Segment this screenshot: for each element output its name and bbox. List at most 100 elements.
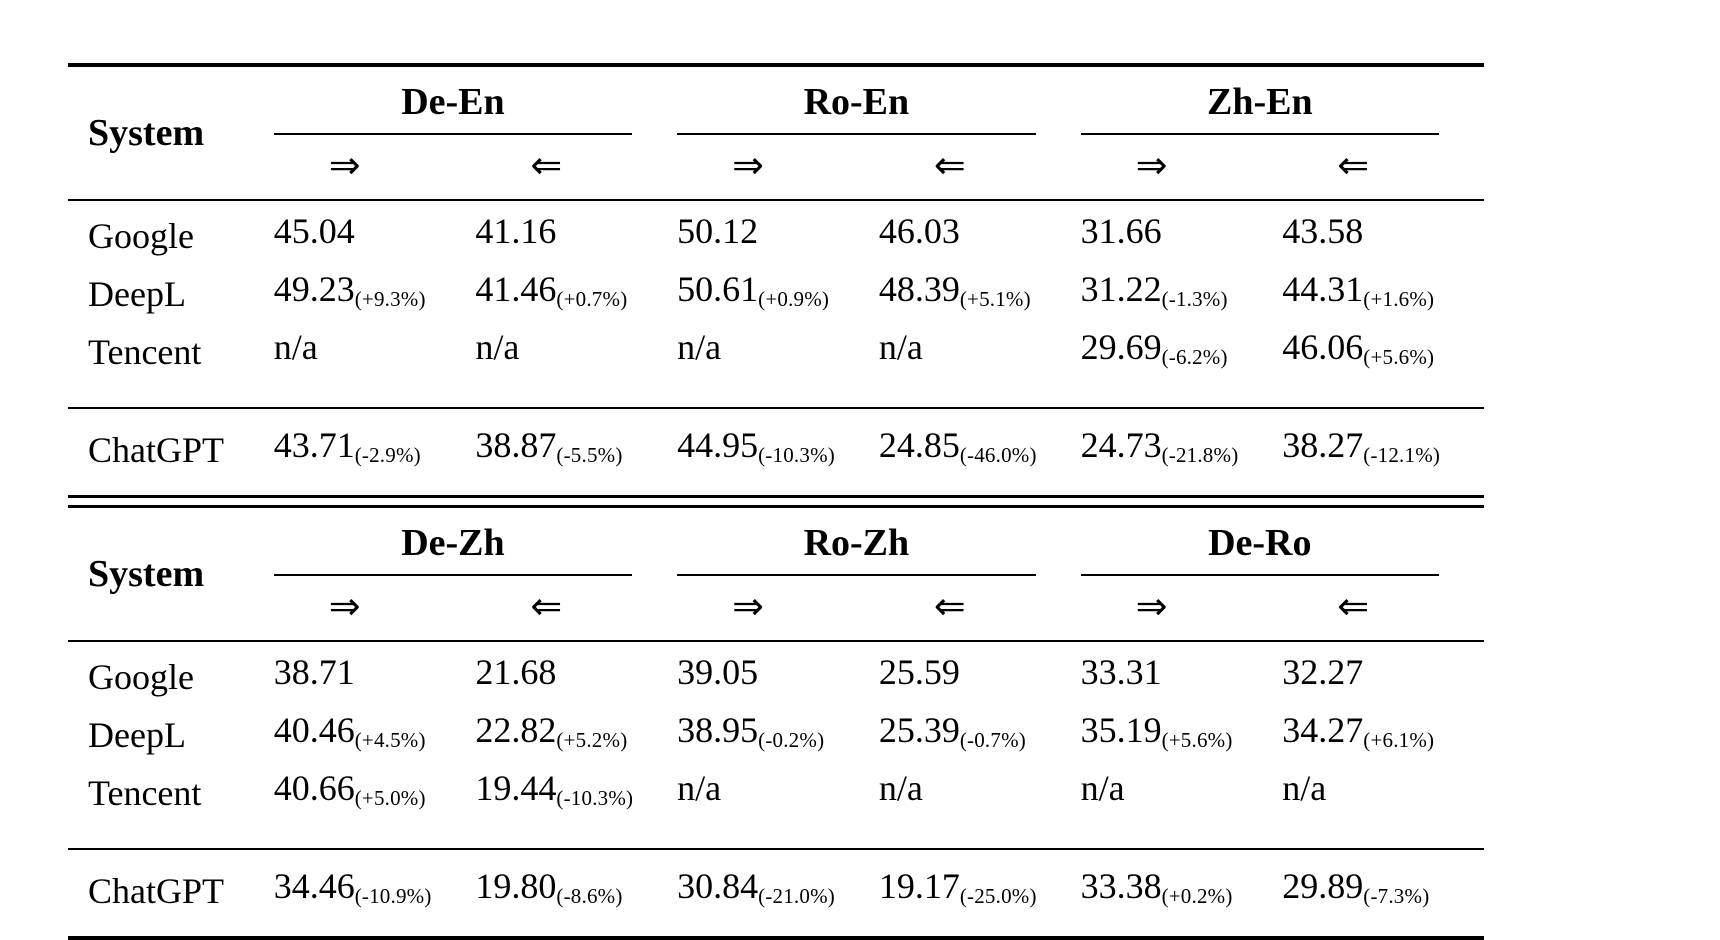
score-value: n/a (677, 768, 722, 808)
score-cell: 31.66 (1081, 200, 1283, 265)
score-cell: 39.05 (677, 641, 879, 706)
score-value: 43.58 (1282, 211, 1364, 251)
score-cell: 38.27(-12.1%) (1282, 407, 1484, 495)
score-delta: (+0.9%) (758, 287, 830, 311)
group-label: De-En (401, 81, 505, 123)
score-cell: 31.22(-1.3%) (1081, 265, 1283, 323)
score-value: 21.68 (475, 652, 557, 692)
direction-cell: ⇐ (475, 576, 678, 642)
score-value: 35.19 (1080, 710, 1162, 750)
system-name: Tencent (88, 332, 202, 372)
score-cell: 32.27 (1282, 641, 1484, 706)
system-name: ChatGPT (68, 407, 274, 495)
group-label: Ro-En (803, 81, 910, 123)
score-delta: (+5.0%) (354, 786, 426, 810)
score-value: 19.44 (475, 768, 557, 808)
score-delta: (-10.3%) (556, 786, 634, 810)
group-header-row: System De-En Ro-En (68, 67, 1484, 201)
score-delta: (-21.0%) (758, 884, 835, 908)
score-delta: (+5.6%) (1161, 728, 1233, 752)
score-value: 33.31 (1080, 652, 1162, 692)
score-value: n/a (475, 327, 520, 367)
table-row-deepl: DeepL 49.23(+9.3%) 41.46(+0.7%) 50.61(+0… (68, 265, 1484, 323)
score-value: n/a (1282, 768, 1327, 808)
score-cell: 29.89(-7.3%) (1282, 848, 1484, 936)
score-value: 25.39 (878, 710, 960, 750)
system-name: DeepL (88, 715, 186, 755)
direction-cell: ⇐ (878, 576, 1081, 642)
results-table-bottom: System De-Zh Ro-Zh (68, 508, 1484, 936)
backward-arrow-icon: ⇐ (1337, 143, 1370, 187)
score-delta: (-46.0%) (959, 443, 1037, 467)
table-row-chatgpt: ChatGPT 34.46(-10.9%) 19.80(-8.6%) 30.84… (68, 848, 1484, 936)
system-header-label: System (88, 112, 205, 154)
direction-cell: ⇒ (273, 576, 476, 642)
direction-cell: ⇐ (1282, 135, 1484, 201)
score-value: 50.12 (677, 211, 759, 251)
score-delta: (-25.0%) (959, 884, 1037, 908)
group-label: Ro-Zh (803, 522, 910, 564)
group-header-zh-en: Zh-En (1080, 67, 1484, 135)
score-value: 29.89 (1282, 866, 1364, 906)
table-row-deepl: DeepL 40.46(+4.5%) 22.82(+5.2%) 38.95(-0… (68, 706, 1484, 764)
direction-header-row: ⇒ ⇐ ⇒ ⇐ ⇒ ⇐ (68, 135, 1484, 201)
score-value: 43.71 (273, 425, 355, 465)
group-label: De-Zh (401, 522, 505, 564)
results-table-top: System De-En Ro-En (68, 67, 1484, 495)
score-cell: 44.95(-10.3%) (677, 407, 879, 495)
score-cell: 25.39(-0.7%) (879, 706, 1081, 764)
score-delta: (-8.6%) (556, 884, 623, 908)
direction-cell: ⇐ (878, 135, 1081, 201)
score-delta: (+6.1%) (1363, 728, 1435, 752)
score-delta: (+5.6%) (1363, 345, 1435, 369)
score-value: 30.84 (677, 866, 759, 906)
forward-arrow-icon: ⇒ (328, 143, 361, 187)
score-cell: 45.04 (274, 200, 476, 265)
group-underline: Zh-En (1080, 81, 1439, 135)
score-delta: (-5.5%) (556, 443, 623, 467)
results-tables-stack: System De-En Ro-En (68, 63, 1484, 940)
score-value: 38.27 (1282, 425, 1364, 465)
group-header-ro-en: Ro-En (677, 67, 1080, 135)
score-cell: 38.87(-5.5%) (475, 407, 678, 495)
score-cell: n/a (1081, 764, 1283, 849)
group-label: Zh-En (1206, 81, 1313, 123)
score-value: 39.05 (677, 652, 759, 692)
score-cell: 46.06(+5.6%) (1282, 323, 1484, 408)
score-value: 34.46 (273, 866, 355, 906)
score-cell: 19.17(-25.0%) (878, 848, 1081, 936)
score-cell: 48.39(+5.1%) (879, 265, 1081, 323)
score-cell: n/a (879, 764, 1081, 849)
score-delta: (-10.9%) (354, 884, 432, 908)
score-cell: 50.61(+0.9%) (677, 265, 879, 323)
score-value: 29.69 (1080, 327, 1162, 367)
group-header-de-en: De-En (273, 67, 677, 135)
backward-arrow-icon: ⇐ (530, 143, 563, 187)
system-name: Tencent (88, 773, 202, 813)
score-value: n/a (677, 327, 722, 367)
score-delta: (-1.3%) (1161, 287, 1228, 311)
score-cell: 38.95(-0.2%) (677, 706, 879, 764)
system-header-label: System (88, 553, 205, 595)
system-name: Google (88, 657, 194, 697)
score-value: 40.46 (273, 710, 355, 750)
score-cell: n/a (879, 323, 1081, 408)
direction-header-row: ⇒ ⇐ ⇒ ⇐ ⇒ ⇐ (68, 576, 1484, 642)
score-value: 38.95 (677, 710, 759, 750)
direction-cell: ⇐ (1282, 576, 1484, 642)
score-delta: (-10.3%) (758, 443, 835, 467)
system-column-header: System (68, 67, 274, 201)
score-cell: 30.84(-21.0%) (677, 848, 879, 936)
backward-arrow-icon: ⇐ (530, 584, 563, 628)
score-cell: 40.66(+5.0%) (274, 764, 476, 849)
score-value: 45.04 (273, 211, 355, 251)
score-value: 49.23 (273, 269, 355, 309)
score-value: 32.27 (1282, 652, 1364, 692)
score-cell: 29.69(-6.2%) (1081, 323, 1283, 408)
score-value: 31.22 (1080, 269, 1162, 309)
score-delta: (+0.2%) (1161, 884, 1233, 908)
score-cell: n/a (677, 323, 879, 408)
score-value: 46.06 (1282, 327, 1364, 367)
score-cell: 35.19(+5.6%) (1081, 706, 1283, 764)
